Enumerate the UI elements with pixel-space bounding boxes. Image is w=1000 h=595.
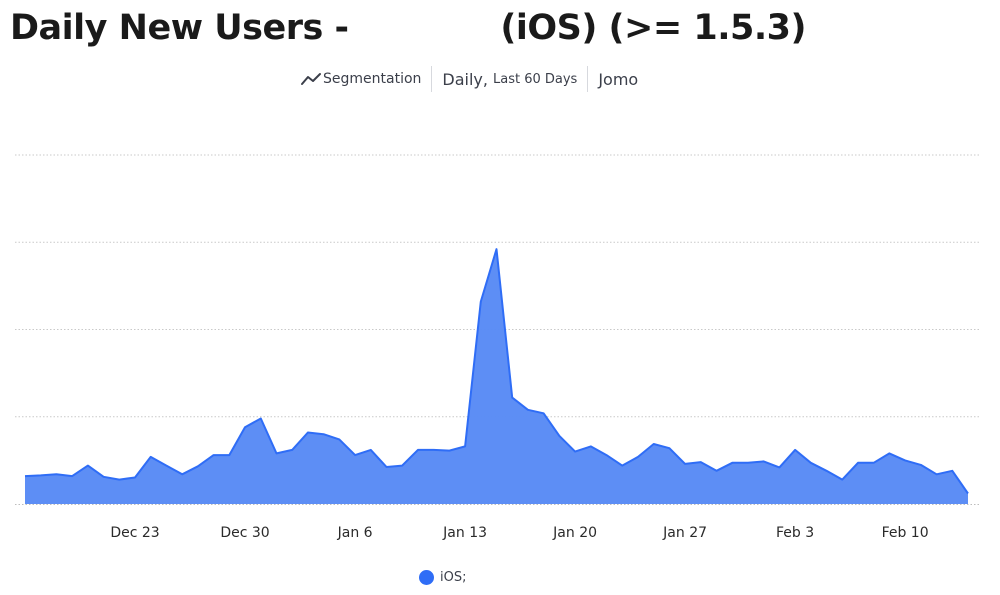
- data-point[interactable]: 18.5: [336, 436, 342, 442]
- data-point[interactable]: 8.5: [179, 471, 185, 477]
- data-point[interactable]: 27: [525, 407, 531, 413]
- data-point[interactable]: 13.5: [635, 454, 641, 460]
- data-point[interactable]: 10.5: [776, 464, 782, 470]
- data-point[interactable]: 14.5: [886, 450, 892, 456]
- data-point[interactable]: 22: [242, 424, 248, 430]
- data-point[interactable]: 15.3: [446, 448, 452, 454]
- data-point[interactable]: 11: [399, 463, 405, 469]
- data-point[interactable]: 3: [965, 491, 971, 497]
- environment-label: Jomo: [598, 69, 639, 89]
- legend-item-ios[interactable]: iOS;: [419, 570, 466, 585]
- data-point[interactable]: 8.5: [53, 471, 59, 477]
- data-point[interactable]: 73: [494, 246, 500, 252]
- x-tick-label: Feb 3: [776, 525, 814, 541]
- data-point[interactable]: 14: [226, 452, 232, 458]
- data-point[interactable]: 26: [541, 410, 547, 416]
- range-label: Last 60 Days: [492, 71, 578, 87]
- segmentation-selector[interactable]: Segmentation: [300, 66, 433, 92]
- x-tick-label: Dec 30: [220, 525, 269, 541]
- data-point[interactable]: 24.5: [258, 416, 264, 422]
- data-point[interactable]: 7: [116, 477, 122, 483]
- data-point[interactable]: 7.8: [101, 474, 107, 480]
- x-tick-label: Jan 20: [552, 525, 597, 541]
- data-point[interactable]: 11.8: [729, 460, 735, 466]
- x-tick-label: Jan 6: [337, 525, 373, 541]
- data-point[interactable]: 8.5: [934, 471, 940, 477]
- x-tick-label: Dec 23: [110, 525, 159, 541]
- legend-swatch: [419, 570, 434, 585]
- data-point[interactable]: 8: [69, 473, 75, 479]
- data-point[interactable]: 11.2: [918, 462, 924, 468]
- data-point[interactable]: 16: [666, 445, 672, 451]
- x-axis-ticks: Dec 23 Dec 30 Jan 6 Jan 13 Jan 20 Jan 27 Feb 3…: [110, 525, 928, 541]
- data-point[interactable]: 16.5: [462, 443, 468, 449]
- data-point[interactable]: 15.5: [415, 447, 421, 453]
- series-area: [24, 248, 969, 504]
- data-point[interactable]: 8.2: [38, 472, 44, 478]
- data-point[interactable]: 12.5: [902, 457, 908, 463]
- data-point[interactable]: 10.6: [384, 464, 390, 470]
- data-point[interactable]: 11.8: [871, 460, 877, 466]
- x-tick-label: Jan 27: [662, 525, 707, 541]
- legend-label: iOS;: [440, 570, 467, 585]
- data-point[interactable]: 9.5: [824, 468, 830, 474]
- data-point[interactable]: 20.5: [305, 430, 311, 436]
- data-point[interactable]: 14: [352, 452, 358, 458]
- data-point[interactable]: 7.6: [132, 475, 138, 481]
- data-point[interactable]: 9.5: [949, 468, 955, 474]
- data-point[interactable]: 14.5: [274, 450, 280, 456]
- chart-title: Daily New Users - (iOS) (>= 1.5.3): [10, 8, 807, 48]
- interval-selector[interactable]: Daily, Last 60 Days: [432, 66, 589, 92]
- data-point[interactable]: 15.5: [368, 447, 374, 453]
- data-point[interactable]: 15.5: [431, 447, 437, 453]
- data-point[interactable]: 11.5: [682, 461, 688, 467]
- data-point[interactable]: 14: [604, 452, 610, 458]
- data-point[interactable]: 14: [211, 452, 217, 458]
- series-area-fill: [25, 249, 968, 504]
- x-tick-label: Feb 10: [882, 525, 929, 541]
- data-point[interactable]: 13.5: [148, 454, 154, 460]
- data-point[interactable]: 19.5: [556, 433, 562, 439]
- data-point[interactable]: 7: [839, 477, 845, 483]
- data-point[interactable]: 11.8: [745, 460, 751, 466]
- report-meta-bar: Segmentation Daily, Last 60 Days Jomo: [300, 66, 648, 92]
- data-point[interactable]: 11: [163, 463, 169, 469]
- data-point[interactable]: 15: [572, 449, 578, 455]
- segmentation-label: Segmentation: [323, 71, 422, 87]
- data-point[interactable]: 11: [85, 463, 91, 469]
- data-point[interactable]: 30.5: [509, 395, 515, 401]
- data-point[interactable]: 8: [22, 473, 28, 479]
- data-point[interactable]: 20: [321, 431, 327, 437]
- data-point[interactable]: 58: [478, 299, 484, 305]
- x-tick-label: Jan 13: [442, 525, 487, 541]
- data-point[interactable]: 12: [698, 459, 704, 465]
- data-point[interactable]: 9.5: [714, 468, 720, 474]
- data-point[interactable]: 15.5: [792, 447, 798, 453]
- area-chart: 8 8.2 8.5 8 11 7.8 7 7.6 13.5 11 8.5 10.8 14 14 22 24.5…: [15, 154, 980, 541]
- data-point[interactable]: 11.8: [808, 460, 814, 466]
- interval-label: Daily,: [442, 69, 488, 89]
- data-point[interactable]: 16.5: [588, 443, 594, 449]
- environment-selector[interactable]: Jomo: [588, 66, 648, 92]
- data-point[interactable]: 17.2: [651, 441, 657, 447]
- line-chart-icon: [301, 73, 321, 85]
- data-point[interactable]: 11: [619, 463, 625, 469]
- data-point[interactable]: 12.2: [761, 458, 767, 464]
- data-point[interactable]: 11.8: [855, 460, 861, 466]
- data-point[interactable]: 10.8: [195, 463, 201, 469]
- series-line: [24, 248, 969, 495]
- data-point[interactable]: 15.5: [289, 447, 295, 453]
